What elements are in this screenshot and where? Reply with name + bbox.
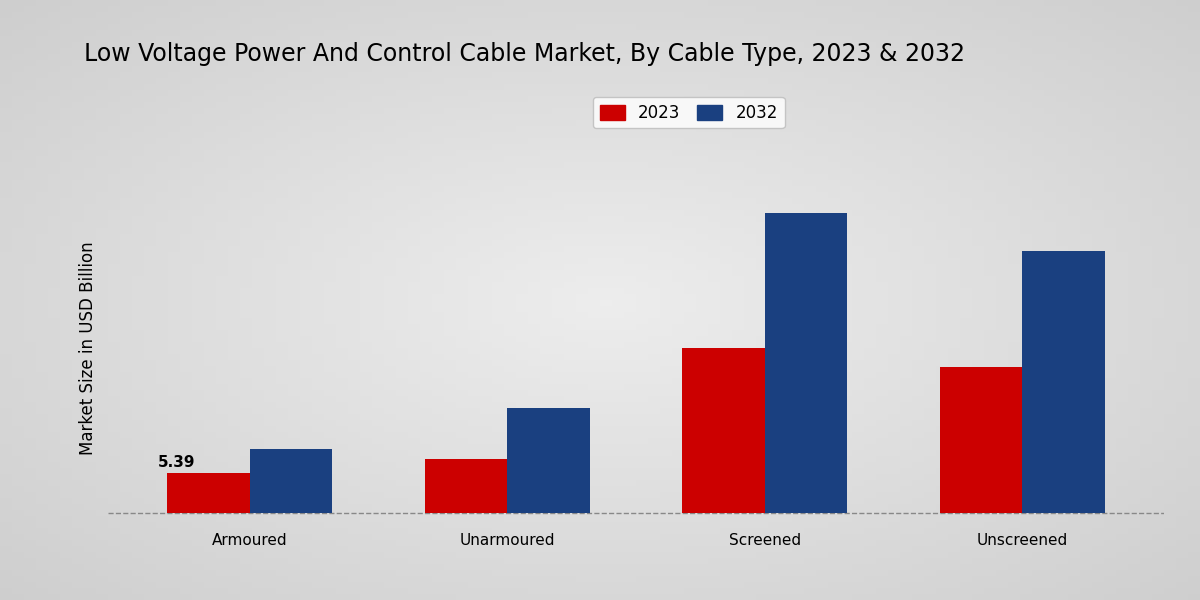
Legend: 2023, 2032: 2023, 2032 bbox=[593, 97, 785, 128]
Y-axis label: Market Size in USD Billion: Market Size in USD Billion bbox=[79, 241, 97, 455]
Bar bbox=[425, 459, 508, 513]
Text: 5.39: 5.39 bbox=[158, 455, 196, 470]
Bar bbox=[508, 408, 589, 513]
Bar bbox=[167, 473, 250, 513]
Bar bbox=[250, 449, 332, 513]
Bar bbox=[764, 213, 847, 513]
Text: Low Voltage Power And Control Cable Market, By Cable Type, 2023 & 2032: Low Voltage Power And Control Cable Mark… bbox=[84, 42, 965, 66]
Bar bbox=[1022, 251, 1105, 513]
Bar bbox=[940, 367, 1022, 513]
Bar bbox=[683, 348, 764, 513]
